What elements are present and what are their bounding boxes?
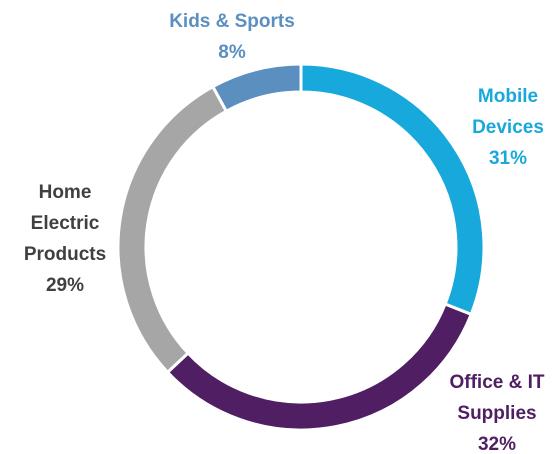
label-line: Products [24,244,106,265]
category-label: Mobile Devices [472,86,544,138]
label-line: Home [39,182,92,203]
value-label: 31% [489,148,527,169]
label-line: Supplies [457,403,536,424]
category-label: Office & IT Supplies [449,372,544,424]
donut-segment [116,84,229,375]
label-line: Mobile [478,86,538,107]
category-label: Home Electric Products [24,182,106,265]
value-label: 32% [478,434,516,454]
donut-segment [299,62,486,317]
label-line: Kids & Sports [169,11,295,32]
category-label: Kids & Sports [169,11,295,32]
label-line: Electric [31,213,100,234]
donut-segment [165,302,474,432]
label-line: Office & IT [449,372,544,393]
label-line: Devices [472,117,544,138]
value-label: 29% [46,275,84,296]
donut-segment [210,62,303,114]
value-label: 8% [218,42,246,63]
